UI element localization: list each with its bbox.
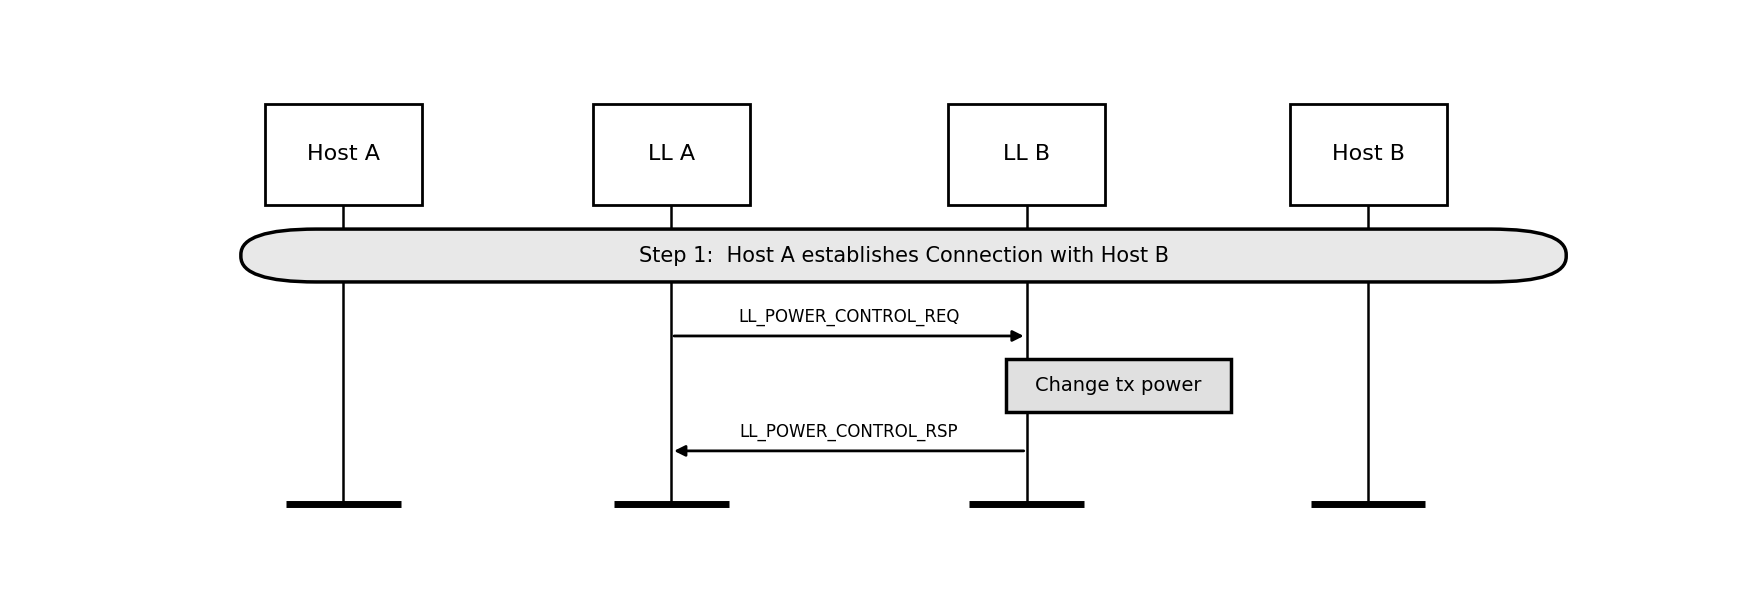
Text: Host A: Host A	[307, 144, 379, 164]
Text: Host B: Host B	[1331, 144, 1405, 164]
Text: LL_POWER_CONTROL_RSP: LL_POWER_CONTROL_RSP	[739, 423, 959, 441]
Text: LL_POWER_CONTROL_REQ: LL_POWER_CONTROL_REQ	[739, 308, 959, 326]
FancyBboxPatch shape	[264, 104, 421, 205]
Text: LL B: LL B	[1003, 144, 1051, 164]
Text: Step 1:  Host A establishes Connection with Host B: Step 1: Host A establishes Connection wi…	[638, 245, 1169, 266]
FancyBboxPatch shape	[242, 229, 1566, 282]
Text: LL A: LL A	[647, 144, 695, 164]
FancyBboxPatch shape	[592, 104, 749, 205]
FancyBboxPatch shape	[1289, 104, 1447, 205]
FancyBboxPatch shape	[1007, 359, 1232, 412]
Text: Change tx power: Change tx power	[1035, 376, 1202, 395]
FancyBboxPatch shape	[948, 104, 1105, 205]
